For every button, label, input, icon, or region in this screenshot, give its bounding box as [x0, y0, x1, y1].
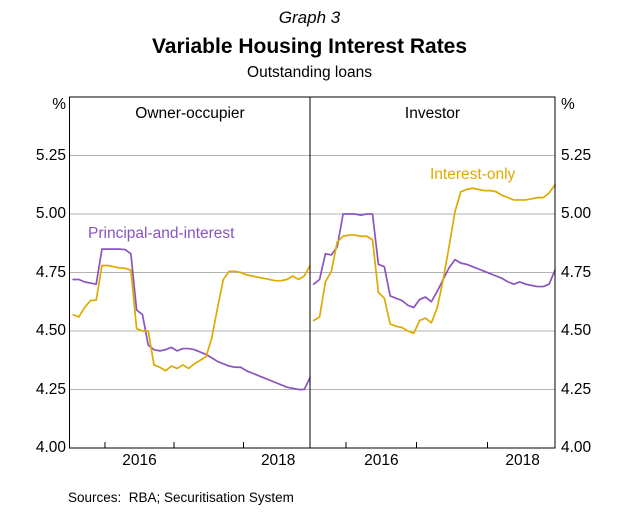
graph-number-label: Graph 3: [278, 8, 341, 27]
y-tick-left-4.75: 4.75: [35, 263, 66, 281]
y-tick-left-4.00: 4.00: [35, 439, 66, 456]
line-owner-occupier-interest-only: [72, 264, 311, 372]
panel-title-owner-occupier: Owner-occupier: [135, 105, 245, 122]
y-tick-right-5.25: 5.25: [561, 146, 592, 164]
line-investor-principal-and-interest: [312, 213, 556, 309]
panel-title-investor: Investor: [404, 105, 461, 122]
y-tick-right-5.00: 5.00: [561, 205, 592, 222]
series-label-principal-and-interest: Principal-and-interest: [88, 225, 235, 242]
y-axis-unit-right: %: [561, 96, 575, 113]
x-label-1-2016: 2016: [364, 452, 399, 469]
y-axis-unit-left: %: [52, 96, 66, 113]
series-label-interest-only: Interest-only: [430, 166, 516, 183]
y-tick-left-4.50: 4.50: [35, 322, 66, 339]
y-tick-left-4.25: 4.25: [35, 380, 66, 398]
y-tick-right-4.25: 4.25: [561, 380, 592, 398]
x-label-0-2016: 2016: [122, 452, 157, 469]
plot-frame: [68, 96, 556, 449]
y-tick-left-5.25: 5.25: [35, 146, 66, 164]
y-tick-right-4.00: 4.00: [561, 439, 592, 456]
y-tick-left-5.00: 5.00: [35, 205, 66, 222]
y-tick-right-4.75: 4.75: [561, 263, 592, 281]
chart-subtitle: Outstanding loans: [247, 64, 372, 81]
chart-title: Variable Housing Interest Rates: [151, 35, 468, 58]
sources-note: Sources: RBA; Securitisation System: [68, 490, 294, 505]
y-tick-right-4.50: 4.50: [561, 322, 592, 339]
x-label-0-2018: 2018: [260, 452, 296, 469]
line-investor-interest-only: [312, 183, 556, 335]
line-owner-occupier-principal-and-interest: [72, 248, 311, 391]
x-label-1-2018: 2018: [505, 452, 540, 469]
